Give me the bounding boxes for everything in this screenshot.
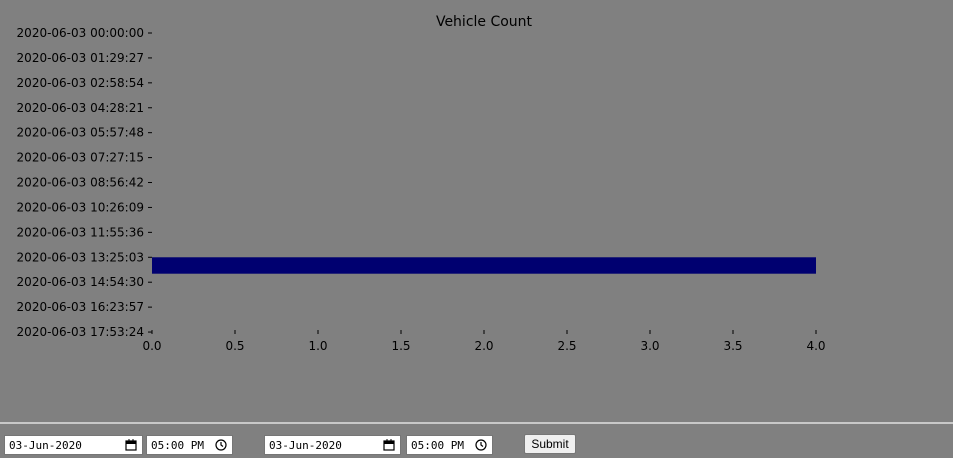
bars: [152, 257, 816, 274]
x-tick-label: 3.5: [723, 339, 742, 353]
start-date-input[interactable]: 03-Jun-2020: [4, 435, 143, 455]
y-tick-label: 2020-06-03 16:23:57: [17, 300, 144, 314]
y-tick-label: 2020-06-03 04:28:21: [17, 101, 144, 115]
end-date-value: 03-Jun-2020: [269, 438, 342, 452]
chart-title: Vehicle Count: [436, 14, 533, 30]
start-time-value: 05:00 PM: [151, 438, 204, 452]
y-tick-label: 2020-06-03 07:27:15: [17, 151, 144, 165]
x-tick-label: 0.5: [225, 339, 244, 353]
end-time-value: 05:00 PM: [411, 438, 464, 452]
y-tick-label: 2020-06-03 02:58:54: [17, 76, 144, 90]
y-tick-label: 2020-06-03 08:56:42: [17, 176, 144, 190]
y-tick-label: 2020-06-03 13:25:03: [17, 250, 144, 264]
y-tick-label: 2020-06-03 14:54:30: [17, 275, 144, 289]
y-tick-label: 2020-06-03 10:26:09: [17, 200, 144, 214]
y-tick-label: 2020-06-03 05:57:48: [17, 126, 144, 140]
vehicle-count-bar: [152, 257, 816, 274]
x-tick-label: 2.0: [474, 339, 493, 353]
y-axis: 2020-06-03 00:00:00 2020-06-03 01:29:27 20…: [17, 26, 152, 339]
x-tick-label: 1.5: [391, 339, 410, 353]
y-tick-label: 2020-06-03 00:00:00: [17, 26, 144, 40]
x-tick-label: 3.0: [640, 339, 659, 353]
date-range-form: 03-Jun-2020 05:00 PM 03-Jun-2020 05:00 P…: [0, 422, 953, 458]
vehicle-count-chart: Vehicle Count 2020-06-03 00:00:002020-06…: [17, 14, 826, 353]
x-axis: 0.0 0.5 1.0 1.5 2.0 2.5 3.0 3.5 4.0: [142, 330, 826, 353]
y-tick-label: 2020-06-03 11:55:36: [17, 225, 144, 239]
x-tick-label: 2.5: [557, 339, 576, 353]
y-tick-label: 2020-06-03 01:29:27: [17, 51, 144, 65]
x-tick-label: 0.0: [142, 339, 161, 353]
end-time-input[interactable]: 05:00 PM: [406, 435, 493, 455]
start-date-value: 03-Jun-2020: [9, 438, 82, 452]
end-date-input[interactable]: 03-Jun-2020: [264, 435, 401, 455]
submit-button[interactable]: Submit: [524, 434, 576, 454]
x-tick-label: 4.0: [806, 339, 825, 353]
calendar-icon[interactable]: [123, 437, 139, 453]
start-time-input[interactable]: 05:00 PM: [146, 435, 233, 455]
x-tick-label: 1.0: [308, 339, 327, 353]
calendar-icon[interactable]: [381, 437, 397, 453]
clock-icon[interactable]: [213, 437, 229, 453]
clock-icon[interactable]: [473, 437, 489, 453]
y-tick-label: 2020-06-03 17:53:24: [17, 325, 144, 339]
